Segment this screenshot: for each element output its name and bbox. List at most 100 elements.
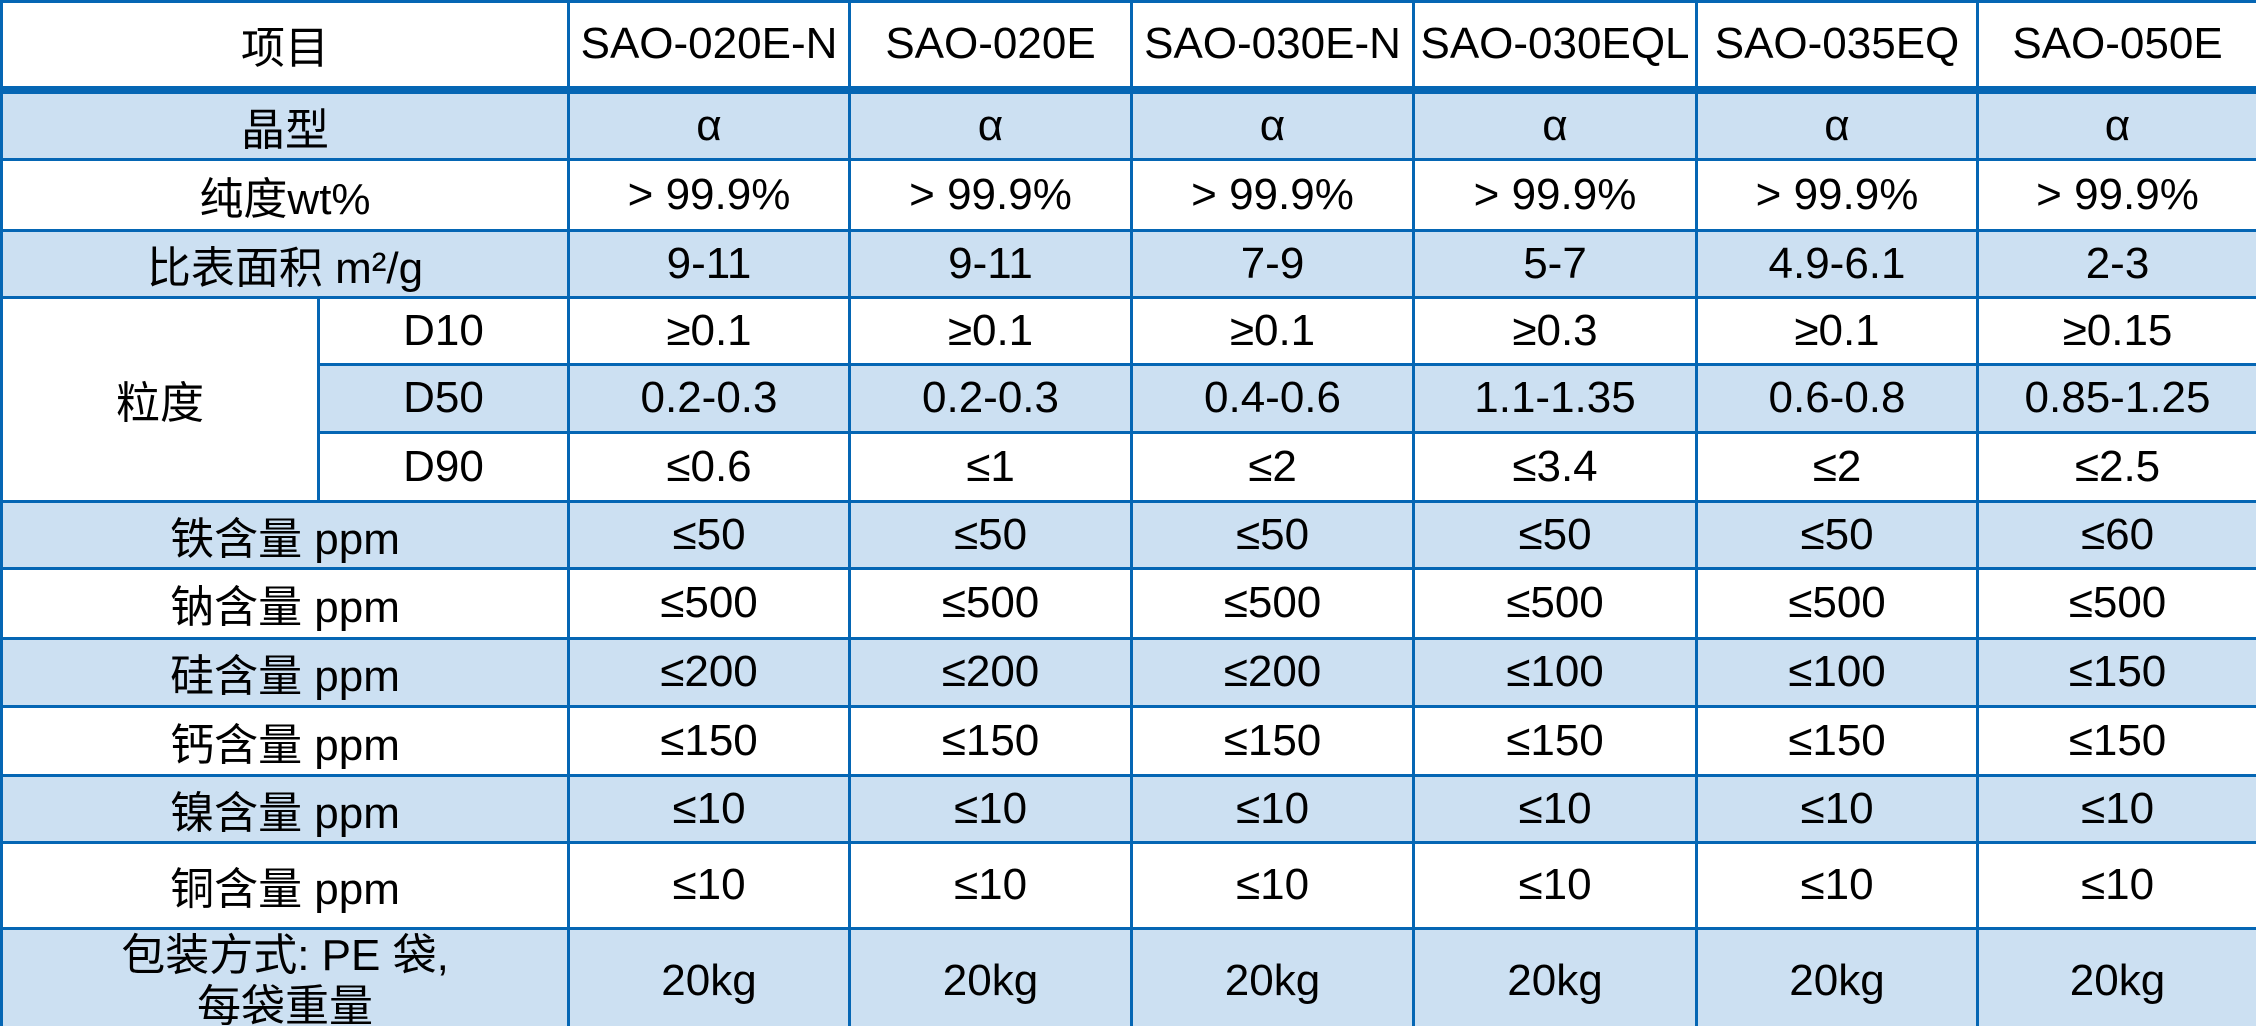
- spec-value-cell: α: [567, 88, 851, 161]
- spec-value-cell: ≤2: [1130, 430, 1415, 503]
- spec-value-cell: ≤10: [1130, 773, 1415, 844]
- spec-value-cell: ≤10: [1130, 840, 1415, 930]
- spec-value-cell: α: [1976, 88, 2256, 161]
- table-row-crystal-type: 晶型 α α α α α α: [0, 88, 2256, 161]
- spec-value-cell: ≤500: [848, 566, 1133, 640]
- table-row-sodium: 钠含量 ppm ≤500 ≤500 ≤500 ≤500 ≤500 ≤500: [0, 566, 2256, 640]
- spec-value-cell: α: [1130, 88, 1415, 161]
- spec-value-cell: ≤150: [1412, 704, 1698, 777]
- spec-value-cell: 20kg: [567, 926, 851, 1026]
- spec-value-cell: ≤10: [567, 773, 851, 844]
- packaging-label: 包装方式: PE 袋, 每袋重量: [0, 926, 570, 1026]
- spec-value-cell: ≤150: [1976, 636, 2256, 708]
- row-label: 比表面积 m²/g: [0, 228, 570, 299]
- row-label: 镍含量 ppm: [0, 773, 570, 844]
- spec-value-cell: ≤0.6: [567, 430, 851, 503]
- spec-value-cell: ≤2: [1695, 430, 1979, 503]
- spec-value-cell: 20kg: [1976, 926, 2256, 1026]
- row-label: 钙含量 ppm: [0, 704, 570, 777]
- spec-value-cell: 0.2-0.3: [848, 362, 1133, 434]
- spec-value-cell: 5-7: [1412, 228, 1698, 299]
- spec-value-cell: ≤50: [1130, 499, 1415, 570]
- product-column-header: SAO-020E: [848, 0, 1133, 94]
- spec-value-cell: ≤10: [1976, 840, 2256, 930]
- table-row-d90: D90 ≤0.6 ≤1 ≤2 ≤3.4 ≤2 ≤2.5: [2, 430, 2256, 503]
- table-row-packaging: 包装方式: PE 袋, 每袋重量 20kg 20kg 20kg 20kg 20k…: [0, 926, 2256, 1026]
- spec-value-cell: ≤10: [1695, 840, 1979, 930]
- spec-value-cell: ≥0.1: [1130, 295, 1415, 366]
- table-row-iron: 铁含量 ppm ≤50 ≤50 ≤50 ≤50 ≤50 ≤60: [0, 499, 2256, 570]
- spec-value-cell: 20kg: [1412, 926, 1698, 1026]
- spec-value-cell: 20kg: [1130, 926, 1415, 1026]
- row-label: 铜含量 ppm: [0, 840, 570, 930]
- spec-value-cell: 1.1-1.35: [1412, 362, 1698, 434]
- spec-value-cell: 20kg: [1695, 926, 1979, 1026]
- spec-value-cell: ≤50: [1695, 499, 1979, 570]
- spec-value-cell: > 99.9%: [567, 157, 851, 232]
- table-row-surface-area: 比表面积 m²/g 9-11 9-11 7-9 5-7 4.9-6.1 2-3: [0, 228, 2256, 299]
- spec-value-cell: 0.85-1.25: [1976, 362, 2256, 434]
- spec-value-cell: ≤1: [848, 430, 1133, 503]
- row-label: 硅含量 ppm: [0, 636, 570, 708]
- spec-value-cell: ≤150: [1130, 704, 1415, 777]
- spec-value-cell: ≤100: [1412, 636, 1698, 708]
- spec-value-cell: α: [848, 88, 1133, 161]
- spec-value-cell: ≤10: [848, 773, 1133, 844]
- spec-value-cell: ≤500: [1976, 566, 2256, 640]
- spec-value-cell: 0.6-0.8: [1695, 362, 1979, 434]
- spec-value-cell: ≤50: [1412, 499, 1698, 570]
- product-column-header: SAO-050E: [1976, 0, 2256, 94]
- product-column-header: SAO-020E-N: [567, 0, 851, 94]
- spec-value-cell: ≤50: [848, 499, 1133, 570]
- table-row-purity: 纯度wt% > 99.9% > 99.9% > 99.9% > 99.9% > …: [0, 157, 2256, 232]
- spec-value-cell: ≤3.4: [1412, 430, 1698, 503]
- spec-value-cell: 0.2-0.3: [567, 362, 851, 434]
- row-sublabel: D50: [317, 362, 570, 434]
- spec-value-cell: > 99.9%: [1695, 157, 1979, 232]
- row-label: 钠含量 ppm: [0, 566, 570, 640]
- packaging-label-line1: 包装方式: PE 袋,: [121, 930, 449, 980]
- item-header-cell: 项目: [0, 0, 570, 94]
- spec-value-cell: ≥0.1: [567, 295, 851, 366]
- spec-value-cell: ≤10: [567, 840, 851, 930]
- row-label: 晶型: [0, 88, 570, 161]
- spec-value-cell: > 99.9%: [848, 157, 1133, 232]
- row-sublabel: D90: [317, 430, 570, 503]
- spec-value-cell: 20kg: [848, 926, 1133, 1026]
- table-row-nickel: 镍含量 ppm ≤10 ≤10 ≤10 ≤10 ≤10 ≤10: [0, 773, 2256, 844]
- spec-value-cell: ≤10: [1412, 773, 1698, 844]
- spec-value-cell: ≤200: [848, 636, 1133, 708]
- row-sublabel: D10: [317, 295, 570, 366]
- table-row-silicon: 硅含量 ppm ≤200 ≤200 ≤200 ≤100 ≤100 ≤150: [0, 636, 2256, 708]
- spec-value-cell: ≤10: [1695, 773, 1979, 844]
- spec-value-cell: ≤60: [1976, 499, 2256, 570]
- spec-value-cell: ≥0.15: [1976, 295, 2256, 366]
- spec-value-cell: ≤2.5: [1976, 430, 2256, 503]
- spec-value-cell: ≤500: [1695, 566, 1979, 640]
- spec-value-cell: 2-3: [1976, 228, 2256, 299]
- packaging-label-line2: 每袋重量: [197, 981, 373, 1026]
- spec-value-cell: ≤100: [1695, 636, 1979, 708]
- product-column-header: SAO-030E-N: [1130, 0, 1415, 94]
- spec-value-cell: ≤150: [1976, 704, 2256, 777]
- particle-size-group-label: 粒度: [0, 295, 320, 503]
- row-label: 纯度wt%: [0, 157, 570, 232]
- spec-value-cell: ≤10: [1412, 840, 1698, 930]
- spec-value-cell: ≥0.3: [1412, 295, 1698, 366]
- spec-value-cell: ≤200: [567, 636, 851, 708]
- spec-value-cell: ≤150: [1695, 704, 1979, 777]
- spec-value-cell: ≤200: [1130, 636, 1415, 708]
- spec-value-cell: ≤10: [848, 840, 1133, 930]
- spec-value-cell: ≤150: [567, 704, 851, 777]
- spec-value-cell: 0.4-0.6: [1130, 362, 1415, 434]
- spec-value-cell: ≤500: [567, 566, 851, 640]
- product-column-header: SAO-030EQL: [1412, 0, 1698, 94]
- spec-value-cell: > 99.9%: [1976, 157, 2256, 232]
- spec-value-cell: 4.9-6.1: [1695, 228, 1979, 299]
- spec-value-cell: ≤150: [848, 704, 1133, 777]
- table-row-copper: 铜含量 ppm ≤10 ≤10 ≤10 ≤10 ≤10 ≤10: [0, 840, 2256, 930]
- spec-value-cell: ≥0.1: [1695, 295, 1979, 366]
- spec-value-cell: ≤500: [1130, 566, 1415, 640]
